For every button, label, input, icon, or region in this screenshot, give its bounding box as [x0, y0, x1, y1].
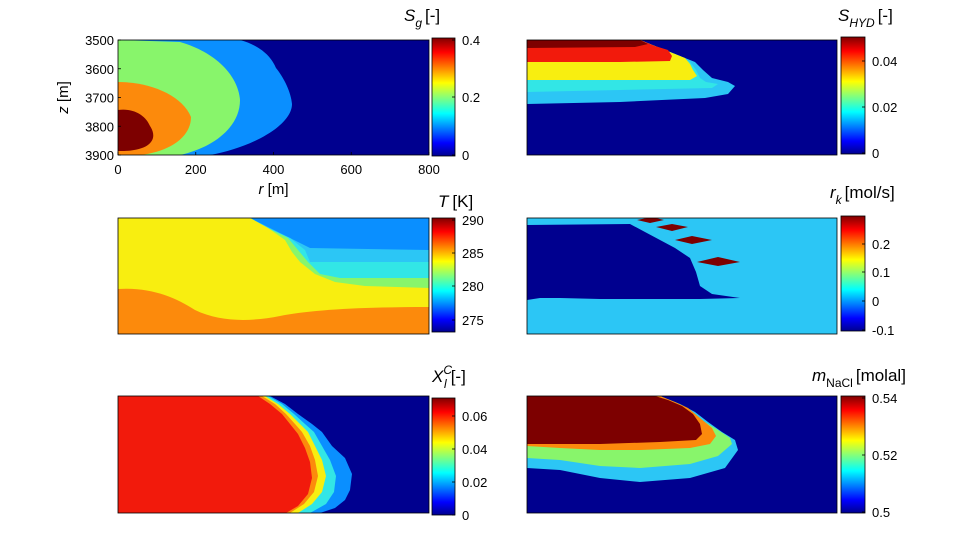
title-symbol: X [431, 367, 444, 386]
colorbar-tick-label: 0.52 [872, 448, 897, 463]
contour-level-4 [118, 218, 429, 334]
y-tick-label: 3900 [85, 148, 114, 163]
y-axis-symbol: z [55, 106, 72, 115]
colorbar-tick-label: 0.2 [872, 237, 890, 252]
title-unit: [molal] [856, 366, 906, 385]
reaction-zone-4 [697, 257, 740, 266]
panel-title: T [K] [438, 192, 473, 211]
colorbar-tick-label: 0 [872, 294, 879, 309]
y-axis-label: z [m] [55, 81, 72, 115]
colorbar [840, 395, 866, 514]
x-axis-symbol: r [259, 181, 265, 198]
title-symbol: T [438, 192, 450, 211]
plot-frame [526, 395, 838, 514]
title-symbol: r [830, 183, 837, 202]
colorbar-tick-label: 0.02 [462, 475, 487, 490]
panel-shyd: 0.04 0.02 0 SHYD [-] [526, 6, 897, 161]
colorbar-tick-label: 0.04 [462, 442, 487, 457]
colorbar [840, 36, 866, 155]
colorbar-tick-label: 0 [872, 146, 879, 161]
x-axis-label: r [m] [259, 181, 289, 198]
colorbar-tick-label: 280 [462, 279, 484, 294]
title-symbol: m [812, 366, 826, 385]
colorbar-tick-label: 0.2 [462, 90, 480, 105]
x-tick-label: 600 [340, 162, 362, 177]
reaction-zone-1 [637, 218, 664, 223]
title-unit: [-] [878, 6, 893, 25]
reaction-zone-3 [675, 236, 712, 244]
colorbar-tick-label: 0.04 [872, 54, 897, 69]
panel-rk: 0.2 0.1 0 -0.1 rk [mol/s] [526, 183, 895, 338]
plot-area-xlc [118, 396, 429, 513]
colorbar-tick-label: 0.54 [872, 391, 897, 406]
y-tick-label: 3500 [85, 33, 114, 48]
colorbar-tick-label: 0.1 [872, 265, 890, 280]
title-unit: [-] [451, 367, 466, 386]
y-tick-label: 3600 [85, 62, 114, 77]
x-tick-label: 0 [114, 162, 121, 177]
panel-title: SHYD [-] [838, 6, 893, 30]
colorbar-tick-label: 0.5 [872, 505, 890, 520]
plot-area-shyd [527, 40, 837, 155]
colorbar [840, 215, 866, 332]
colorbar-tick-label: 290 [462, 213, 484, 228]
colorbar-tick-label: 0.4 [462, 33, 480, 48]
colorbar [431, 37, 456, 157]
x-tick-label: 400 [263, 162, 285, 177]
y-tick-label: 3800 [85, 119, 114, 134]
title-superscript: C [443, 363, 452, 377]
panel-title: XC l [-] [431, 363, 466, 391]
colorbar-tick-label: -0.1 [872, 323, 894, 338]
colorbar-tick-label: 275 [462, 313, 484, 328]
panel-xlc: 0.06 0.04 0.02 0 XC l [-] [117, 363, 487, 523]
title-subscript: k [836, 193, 843, 207]
title-symbol: S [838, 6, 850, 25]
panel-title: rk [mol/s] [830, 183, 895, 207]
x-tick-label: 800 [418, 162, 440, 177]
x-axis-unit: [m] [264, 181, 289, 198]
contour-level-1 [527, 224, 740, 300]
plot-area-mnacl [527, 396, 837, 513]
title-symbol: S [404, 6, 416, 25]
plot-area-temp [118, 218, 429, 334]
plot-area-rk [527, 218, 837, 334]
colorbar-tick-label: 285 [462, 246, 484, 261]
contour-level-5 [118, 396, 312, 513]
title-unit: [mol/s] [845, 183, 895, 202]
colorbar [431, 397, 456, 516]
colorbar-tick-label: 0 [462, 148, 469, 163]
y-axis-unit: [m] [55, 81, 72, 106]
title-subscript: l [444, 377, 447, 391]
panel-title: mNaCl [molal] [812, 366, 906, 390]
title-unit: [-] [425, 6, 440, 25]
panel-mnacl: 0.54 0.52 0.5 mNaCl [molal] [526, 366, 906, 520]
contour-level-4 [118, 109, 154, 151]
plot-frame [117, 395, 430, 514]
panel-title: Sg [-] [404, 6, 440, 30]
panel-temp: 290 285 280 275 T [K] [117, 192, 484, 335]
panel-sg: 0.4 0.2 0 Sg [-] 3500 3600 3700 3800 3900 z [m] 0 20… [55, 6, 480, 198]
contour-level-5 [527, 40, 648, 48]
plot-area-sg [118, 40, 429, 155]
y-tick-label: 3700 [85, 91, 114, 106]
plot-frame [117, 217, 430, 335]
x-tick-label: 200 [185, 162, 207, 177]
plot-frame [526, 39, 838, 156]
colorbar-tick-label: 0.06 [462, 409, 487, 424]
plot-frame [526, 217, 838, 335]
colorbar-tick-label: 0.02 [872, 100, 897, 115]
title-unit: [K] [452, 192, 473, 211]
colorbar-tick-label: 0 [462, 508, 469, 523]
contour-level-5 [118, 288, 429, 334]
title-subscript: HYD [849, 16, 875, 30]
reaction-zone-2 [656, 224, 688, 231]
contour-level-4 [527, 396, 702, 444]
title-subscript: g [415, 16, 422, 30]
colorbar [431, 217, 456, 333]
title-subscript: NaCl [826, 376, 853, 390]
